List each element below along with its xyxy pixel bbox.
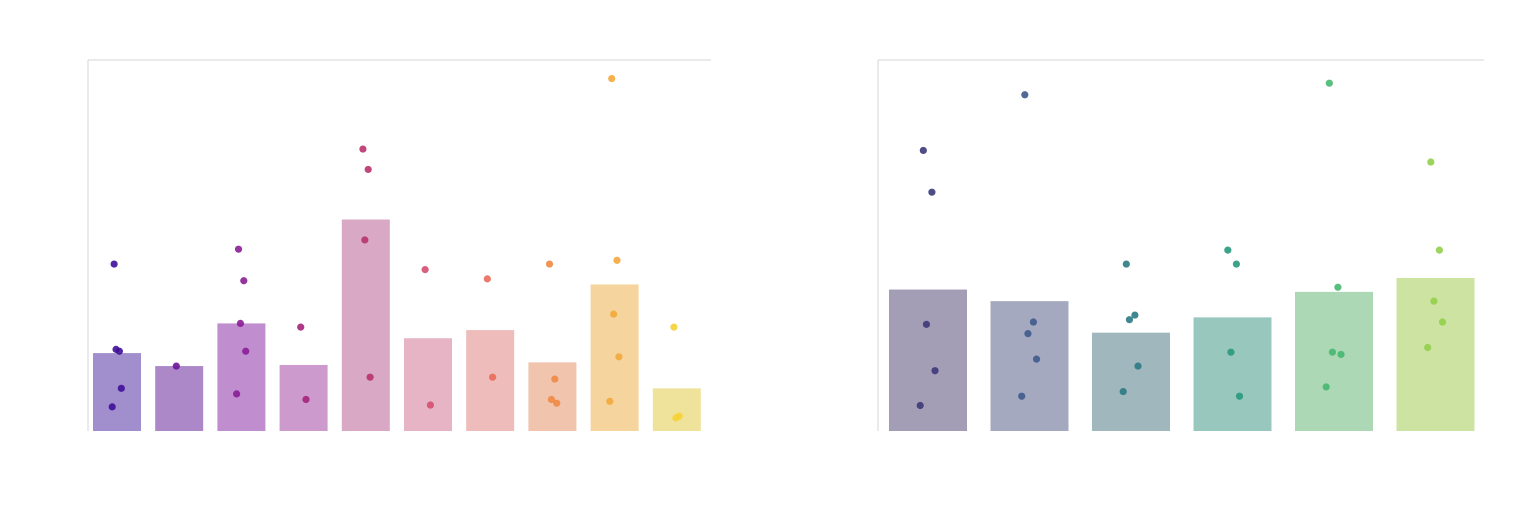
left-chart-point-1-3 xyxy=(112,345,120,353)
left-chart-point-5-4 xyxy=(366,373,374,381)
left-chart-point-3-2 xyxy=(240,277,248,285)
right-chart-point-2-4 xyxy=(1032,355,1041,363)
right-chart-point-4-2 xyxy=(1232,260,1240,268)
right-chart-point-3-4 xyxy=(1134,362,1142,370)
right-chart-point-6-4 xyxy=(1438,318,1447,326)
right-chart-point-1-1 xyxy=(919,146,927,155)
right-chart-point-6-5 xyxy=(1424,343,1432,352)
right-chart-point-5-5 xyxy=(1322,383,1330,391)
right-chart-point-5-3 xyxy=(1328,348,1337,356)
left-chart-point-5-1 xyxy=(359,145,367,153)
right-chart-point-3-2 xyxy=(1131,311,1139,319)
right-chart-point-3-3 xyxy=(1125,316,1134,324)
right-chart-point-3-5 xyxy=(1119,387,1127,396)
left-chart-point-3-4 xyxy=(242,347,250,355)
left-chart-point-7-1 xyxy=(483,275,491,283)
right-chart-point-3-1 xyxy=(1122,260,1130,268)
right-chart-bar-4 xyxy=(1193,317,1272,431)
left-chart-point-5-3 xyxy=(361,236,369,244)
left-chart-bar-9 xyxy=(590,284,639,431)
left-chart-point-6-1 xyxy=(421,266,429,274)
left-chart-point-9-1 xyxy=(608,74,616,83)
left-chart-point-3-1 xyxy=(234,245,243,253)
right-chart-point-2-3 xyxy=(1024,330,1032,338)
right-chart-point-1-2 xyxy=(928,188,936,196)
left-chart-bar-2 xyxy=(155,366,204,431)
right-chart-point-5-4 xyxy=(1337,350,1345,359)
left-chart-bar-7 xyxy=(466,330,515,431)
left-chart-point-8-3 xyxy=(547,395,556,404)
right-chart-point-1-3 xyxy=(922,320,931,328)
right-chart-point-6-2 xyxy=(1435,246,1443,254)
left-chart-point-5-2 xyxy=(364,165,372,174)
right-chart-point-4-4 xyxy=(1235,392,1244,400)
left-chart-point-1-1 xyxy=(110,260,118,268)
left-chart-point-2-1 xyxy=(172,362,180,370)
right-chart-point-1-5 xyxy=(916,401,924,410)
right-chart-point-1-4 xyxy=(931,367,939,375)
right-chart-point-2-5 xyxy=(1018,392,1026,400)
left-chart-point-6-2 xyxy=(426,401,434,409)
right-chart-bar-3 xyxy=(1092,332,1170,431)
left-chart-bar-1 xyxy=(93,353,141,431)
left-chart-point-8-1 xyxy=(545,260,554,268)
left-chart-bar-6 xyxy=(404,338,452,431)
left-chart-point-7-2 xyxy=(489,373,497,381)
left-chart-bar-10 xyxy=(652,388,701,431)
left-chart-bar-5 xyxy=(341,219,390,431)
left-chart-point-9-2 xyxy=(613,256,621,264)
right-chart-bars xyxy=(889,277,1475,431)
left-chart-point-4-2 xyxy=(302,395,310,404)
right-chart-point-5-2 xyxy=(1334,283,1342,291)
left-chart-point-10-3 xyxy=(672,414,680,422)
right-chart-point-6-1 xyxy=(1427,158,1435,166)
left-chart-point-8-4 xyxy=(553,399,561,407)
right-chart-points xyxy=(916,79,1447,410)
left-chart-point-9-4 xyxy=(615,353,623,361)
left-chart-point-4-1 xyxy=(297,323,305,331)
left-chart-point-3-3 xyxy=(236,319,245,328)
right-chart-point-2-2 xyxy=(1029,318,1037,326)
left-chart-bar-3 xyxy=(217,323,266,431)
right-chart-bar-5 xyxy=(1295,291,1373,431)
left-chart-point-3-5 xyxy=(233,390,241,398)
right-chart-point-2-1 xyxy=(1021,91,1029,99)
right-chart-bar-1 xyxy=(889,289,967,431)
left-chart xyxy=(87,59,711,431)
right-chart xyxy=(877,59,1484,431)
left-chart-point-10-1 xyxy=(670,323,678,331)
right-chart-point-6-3 xyxy=(1430,297,1438,305)
left-chart-point-1-5 xyxy=(108,403,116,411)
left-chart-point-9-5 xyxy=(606,397,614,405)
left-chart-point-1-4 xyxy=(117,384,125,392)
left-chart-points xyxy=(108,74,683,422)
right-chart-bar-2 xyxy=(990,301,1069,431)
right-chart-point-4-1 xyxy=(1224,246,1232,254)
left-chart-point-8-2 xyxy=(551,375,559,383)
right-chart-point-5-1 xyxy=(1325,79,1333,87)
left-chart-point-9-3 xyxy=(610,310,618,318)
right-chart-point-4-3 xyxy=(1227,348,1235,356)
